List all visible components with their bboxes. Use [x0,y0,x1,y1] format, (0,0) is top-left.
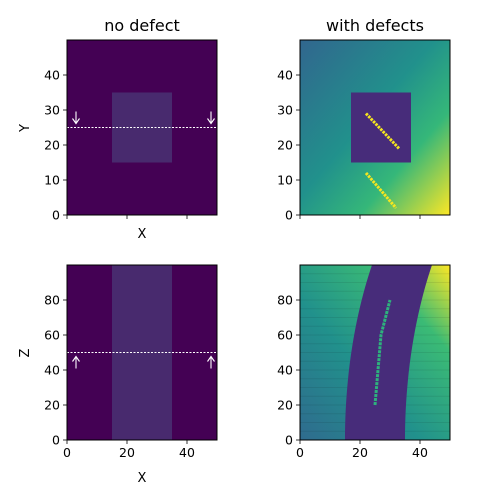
axes-frame [299,264,451,441]
y-tick-label: 80 [277,293,293,308]
cut-arrows [72,111,215,125]
cut-arrow-head [72,118,80,125]
defect-line [364,172,398,209]
cut-arrow-head [207,118,215,125]
y-tick-label: 10 [277,173,293,188]
x-tick-label: 0 [63,445,71,460]
y-tick-label: 30 [277,103,293,118]
y-tick-label: 20 [277,398,293,413]
panel-no-defect-xz: 0 20 40 0 20 40 60 80 X Z [18,264,218,486]
defect-curve [373,299,392,406]
y-tick-label: 40 [44,68,60,83]
y-tick-label: 20 [44,138,60,153]
title-no-defect: no defect [104,16,180,35]
y-tick-label: 20 [44,398,60,413]
cut-arrows [72,355,215,369]
title-with-defects: with defects [326,16,424,35]
y-tick-label: 40 [277,68,293,83]
axes-frame [66,39,218,216]
y-tick-label: 80 [44,293,60,308]
tick-group: 0 20 40 0 20 40 60 80 [44,293,195,461]
tick-group: 0 10 20 30 40 [44,68,188,223]
curved-slab [345,265,432,440]
x-axis-label: X [138,227,147,242]
y-tick-label: 0 [52,208,60,223]
x-tick-label: 20 [352,445,368,460]
defect-lines [364,112,401,209]
y-tick-label: 20 [277,138,293,153]
tick-group: 0 20 40 0 20 40 60 80 [277,293,428,461]
panel-no-defect-xy: no defect 0 10 20 30 40 X Y [18,16,218,242]
axes-frame [66,264,218,441]
x-tick-label: 40 [412,445,428,460]
x-axis-label: X [138,471,147,486]
y-tick-label: 60 [277,328,293,343]
x-tick-label: 40 [179,445,195,460]
y-tick-label: 10 [44,173,60,188]
defect-line [364,112,401,150]
y-axis-label: Z [18,348,33,357]
y-tick-label: 30 [44,103,60,118]
cut-arrow-head [72,355,80,362]
axes-frame [299,39,451,216]
y-tick-label: 40 [277,363,293,378]
inclusion-square [351,92,411,163]
y-tick-label: 60 [44,328,60,343]
x-tick-label: 20 [119,445,135,460]
y-tick-label: 0 [285,208,293,223]
y-tick-label: 0 [285,433,293,448]
panel-with-defects-xz: 0 20 40 0 20 40 60 80 [277,264,451,461]
panel-with-defects-xy: with defects 0 10 20 30 40 [277,16,451,223]
tick-group: 0 10 20 30 40 [277,68,421,223]
y-tick-label: 40 [44,363,60,378]
y-tick-label: 0 [52,433,60,448]
cut-arrow-head [207,355,215,362]
y-axis-label: Y [18,124,33,133]
x-tick-label: 0 [296,445,304,460]
